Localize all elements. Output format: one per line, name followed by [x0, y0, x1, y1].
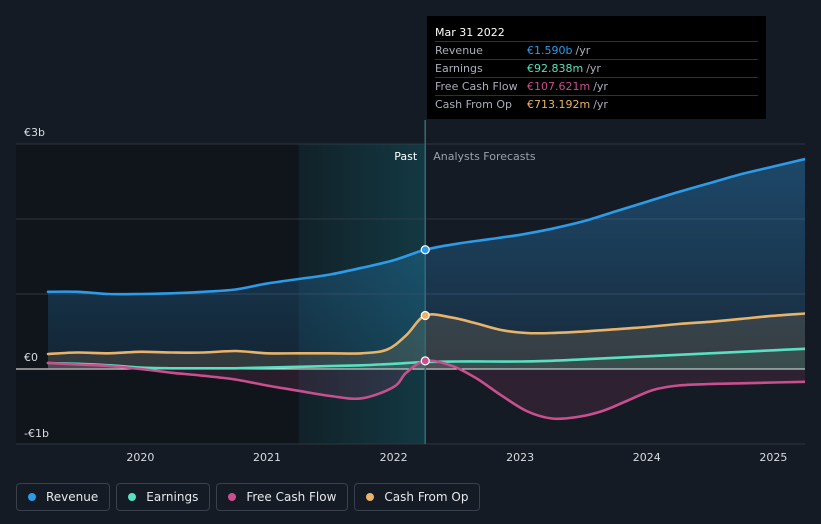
earnings-dot-icon: [128, 493, 137, 501]
legend: Revenue Earnings Free Cash Flow Cash Fro…: [16, 483, 481, 513]
tooltip: Mar 31 2022 Revenue €1.590b /yr Earnings…: [427, 16, 766, 119]
tooltip-value: €713.192m: [527, 98, 591, 111]
tooltip-row-earnings: Earnings €92.838m /yr: [435, 59, 758, 77]
x-tick-label: 2025: [759, 451, 787, 464]
earnings-area: [48, 348, 805, 369]
tooltip-unit: /yr: [575, 44, 591, 57]
tooltip-row-revenue: Revenue €1.590b /yr: [435, 41, 758, 59]
legend-item-free-cash-flow[interactable]: Free Cash Flow: [216, 483, 349, 511]
tooltip-unit: /yr: [593, 98, 608, 111]
x-tick-label: 2022: [380, 451, 408, 464]
tooltip-unit: /yr: [586, 62, 601, 75]
tooltip-value: €107.621m: [527, 80, 591, 93]
x-tick-label: 2021: [253, 451, 281, 464]
y-tick-label: €0: [24, 351, 38, 364]
legend-item-earnings[interactable]: Earnings: [116, 483, 211, 511]
x-tick-label: 2020: [126, 451, 154, 464]
cash-from-op-area: [48, 313, 805, 369]
tooltip-label: Free Cash Flow: [435, 80, 518, 93]
tooltip-unit: /yr: [593, 80, 608, 93]
free-cash-flow-dot-icon: [228, 493, 237, 501]
tooltip-row-cash-from-op: Cash From Op €713.192m /yr: [435, 95, 758, 113]
x-axis-labels: 2020 2021 2022 2023 2024 2025: [126, 451, 787, 464]
tooltip-label: Cash From Op: [435, 98, 513, 111]
tooltip-value: €92.838m: [527, 62, 584, 75]
legend-label: Free Cash Flow: [246, 490, 337, 504]
y-tick-label: -€1b: [24, 427, 49, 440]
tooltip-label: Revenue: [435, 44, 483, 57]
legend-label: Cash From Op: [384, 490, 469, 504]
past-label: Past: [394, 150, 418, 163]
legend-label: Earnings: [146, 490, 199, 504]
tooltip-label: Earnings: [435, 62, 483, 75]
legend-label: Revenue: [46, 490, 99, 504]
free-cash-flow-area: [48, 360, 805, 419]
x-tick-label: 2024: [633, 451, 661, 464]
tooltip-row-free-cash-flow: Free Cash Flow €107.621m /yr: [435, 77, 758, 95]
revenue-marker: [420, 245, 430, 255]
highlight-markers: [420, 245, 430, 366]
legend-item-cash-from-op[interactable]: Cash From Op: [354, 483, 481, 511]
revenue-dot-icon: [28, 493, 36, 501]
forecast-label: Analysts Forecasts: [433, 150, 536, 163]
x-tick-label: 2023: [506, 451, 534, 464]
free-cash-flow-line: [46, 359, 805, 421]
tooltip-value: €1.590b: [527, 44, 573, 57]
cash-from-op-dot-icon: [366, 493, 375, 501]
y-axis-labels: €3b €0 -€1b: [24, 126, 49, 440]
cash-from-op-marker: [420, 310, 430, 321]
y-tick-label: €3b: [24, 126, 45, 139]
tooltip-date: Mar 31 2022: [435, 26, 505, 39]
legend-item-revenue[interactable]: Revenue: [16, 483, 111, 511]
free-cash-flow-marker: [420, 356, 430, 366]
